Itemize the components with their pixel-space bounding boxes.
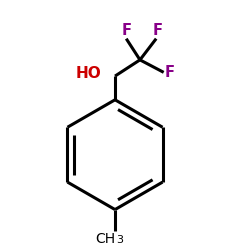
Text: F: F (152, 23, 162, 38)
Text: 3: 3 (116, 235, 123, 245)
Text: F: F (121, 23, 131, 38)
Text: HO: HO (76, 66, 101, 81)
Text: CH: CH (95, 232, 115, 246)
Text: F: F (165, 65, 175, 80)
